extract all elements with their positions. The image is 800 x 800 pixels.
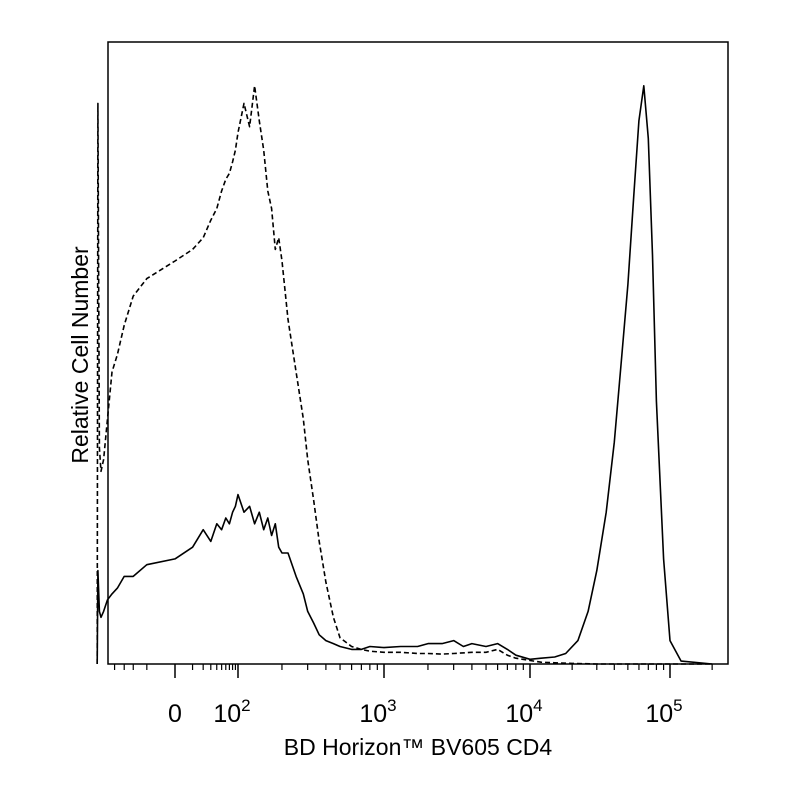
plot-frame <box>107 41 729 665</box>
x-tick-label: 0 <box>168 700 182 728</box>
series-line-solid <box>96 85 713 665</box>
plot-area <box>96 41 729 665</box>
y-axis-label: Relative Cell Number <box>67 246 93 464</box>
series-line-dashed <box>96 85 713 665</box>
x-axis-label: BD Horizon™ BV605 CD4 <box>284 734 553 760</box>
x-tick-label: 102 <box>213 696 250 728</box>
x-axis-ticks <box>113 664 713 678</box>
x-tick-label: 105 <box>645 696 682 728</box>
x-tick-label: 104 <box>505 696 542 728</box>
x-tick-label: 103 <box>359 696 396 728</box>
x-axis-tick-labels: 0 102 103 104 105 <box>168 696 683 728</box>
